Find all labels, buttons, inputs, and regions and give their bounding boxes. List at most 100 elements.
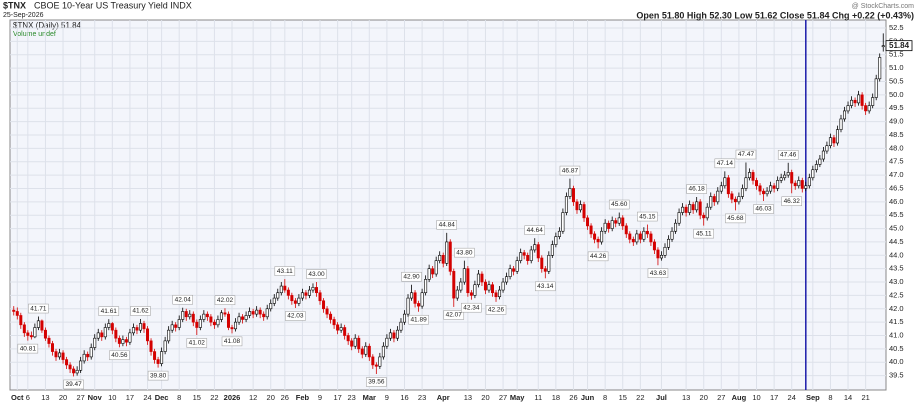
x-tick-label: 16 (400, 393, 408, 402)
x-tick-label: 18 (552, 393, 560, 402)
candle-body (765, 190, 769, 195)
candle-body (579, 204, 583, 211)
candle-body (881, 45, 885, 48)
candle-body (202, 313, 206, 320)
annotation-label: 39.47 (65, 381, 82, 388)
y-tick-label: 50.0 (889, 90, 904, 99)
annotation-label: 39.80 (150, 372, 167, 379)
watermark: @ StockCharts.com (852, 3, 915, 10)
candle-body (438, 255, 442, 261)
candle-body (635, 233, 639, 243)
candle-body (195, 321, 199, 328)
annotation-box (221, 336, 243, 347)
annotation-label: 39.56 (368, 379, 385, 386)
y-tick-label: 41.0 (889, 331, 904, 340)
candle-body (420, 292, 424, 307)
candle-body (339, 327, 343, 331)
candle-body (138, 323, 142, 331)
annotation-box (366, 377, 387, 387)
candle-body (223, 312, 227, 315)
x-tick-label: 13 (41, 393, 49, 402)
candle-body (839, 118, 843, 130)
annotation-label: 47.47 (738, 151, 755, 158)
annotation-box (587, 251, 609, 262)
annotation-box (461, 302, 482, 313)
annotation-box (147, 370, 169, 381)
candle-body (536, 244, 540, 259)
candle-body (163, 340, 167, 352)
candle-body (832, 137, 836, 144)
y-tick-label: 43.0 (889, 277, 904, 286)
candle-body (72, 368, 76, 374)
candle-body (177, 319, 181, 328)
annotation-label: 42.90 (403, 273, 420, 280)
annotation-box (777, 150, 799, 160)
candle-body (575, 201, 579, 211)
annotation-label: 41.71 (30, 305, 47, 312)
x-tick-label: 14 (844, 393, 852, 402)
candle-body (86, 353, 90, 358)
candle-body (262, 313, 266, 318)
candle-body (269, 303, 273, 310)
candle-body (402, 313, 406, 323)
y-tick-label: 43.5 (889, 264, 904, 273)
candle-body (547, 255, 551, 272)
x-tick-label: 22 (210, 393, 218, 402)
x-tick-label: 8 (828, 393, 832, 402)
annotation-label: 40.56 (111, 352, 128, 359)
candle-body (473, 284, 477, 296)
candle-body (276, 292, 280, 299)
annotation-box (274, 266, 296, 276)
candle-body (128, 332, 132, 343)
candle-body (360, 348, 364, 355)
y-tick-label: 39.5 (889, 371, 904, 380)
annotation-label: 44.64 (527, 227, 544, 234)
candle-body (205, 313, 209, 318)
candle-body (110, 323, 114, 331)
x-tick-label: 8 (177, 393, 181, 402)
candle-body (293, 300, 297, 304)
candle-body (304, 292, 308, 296)
candle-body (68, 364, 72, 370)
candle-body (160, 351, 164, 364)
candle-body (596, 238, 600, 243)
x-tick-label: 9 (385, 393, 389, 402)
candle-body (642, 230, 646, 240)
annotation-box (186, 338, 208, 348)
candle-body (723, 177, 727, 187)
candle-body (564, 196, 568, 213)
y-tick-label: 49.0 (889, 117, 904, 126)
candle-body (860, 94, 864, 106)
annotation-label: 42.26 (488, 307, 505, 314)
candle-body (413, 292, 417, 304)
y-tick-label: 42.5 (889, 290, 904, 299)
x-tick-label: 20 (267, 393, 275, 402)
candle-body (290, 295, 294, 302)
candle-body (26, 332, 30, 336)
candle-body (621, 217, 625, 227)
candle-body (325, 308, 329, 315)
candle-body (568, 188, 572, 197)
candle-body (445, 241, 449, 264)
candle-body (234, 321, 238, 330)
candle-body (716, 190, 720, 203)
candle-body (769, 185, 773, 192)
candle-body (434, 260, 438, 275)
candle-body (656, 249, 660, 259)
legend-item: Volume undef (13, 31, 56, 38)
annotation-label: 47.14 (717, 160, 734, 167)
candle-body (89, 347, 93, 358)
candle-body (96, 332, 100, 339)
candle-body (762, 190, 766, 195)
candle-body (82, 353, 86, 362)
x-tick-label: Oct (11, 393, 24, 402)
candle-body (663, 246, 667, 256)
annotation-box (524, 225, 545, 235)
candle-body (374, 364, 378, 367)
y-tick-label: 48.5 (889, 130, 904, 139)
y-tick-label: 46.5 (889, 183, 904, 192)
candle-body (170, 324, 174, 331)
x-tick-label: 13 (464, 393, 472, 402)
candle-body (198, 319, 202, 328)
y-tick-label: 49.5 (889, 103, 904, 112)
